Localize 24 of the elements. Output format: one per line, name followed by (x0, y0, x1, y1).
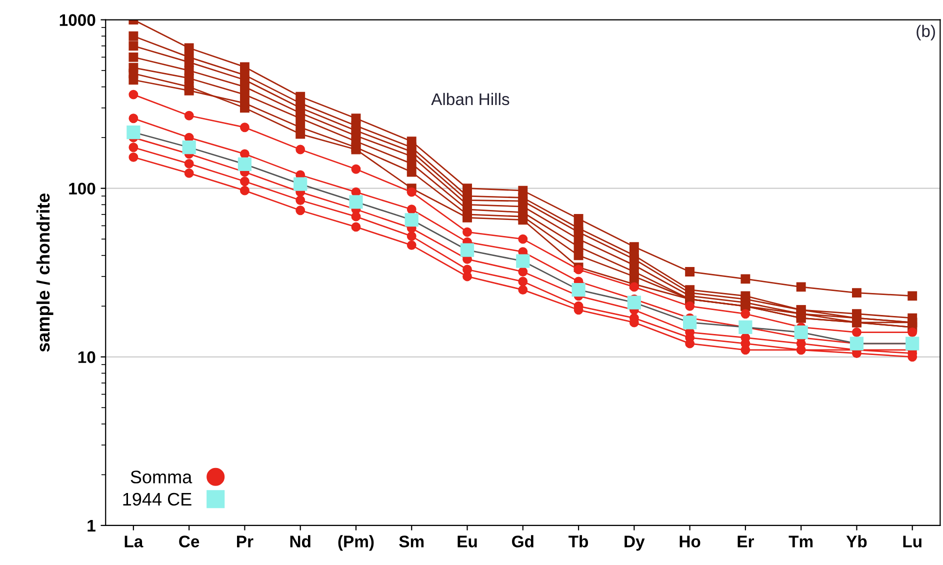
x-tick-label: Sm (399, 536, 424, 548)
legend-label: Somma (130, 470, 192, 484)
y-axis-title: sample / chondrite (36, 193, 54, 352)
x-tick-label: Lu (903, 536, 922, 548)
x-tick-label: Dy (624, 536, 645, 551)
x-tick-label: Eu (458, 536, 477, 548)
x-tick-label: Pr (237, 536, 254, 548)
x-tick-label: Gd (512, 535, 534, 548)
legend-label: 1944 CE (123, 492, 192, 506)
x-tick-label: Ho (680, 536, 700, 548)
y-tick-label: 1000 (60, 14, 96, 26)
annotation: Alban Hills (431, 92, 510, 106)
x-tick-label: Tb (568, 535, 588, 548)
x-tick-label: Yb (846, 535, 867, 548)
x-tick-label: Tm (788, 536, 813, 548)
x-tick-label: Nd (290, 535, 310, 548)
x-tick-label: La (124, 536, 144, 548)
x-tick-label: Er (738, 536, 754, 548)
x-tick-label: (Pm) (338, 535, 374, 551)
x-tick-label: Ce (179, 536, 200, 548)
y-tick-label: 10 (78, 351, 96, 364)
y-tick-label: 1 (88, 520, 96, 532)
y-tick-label: 100 (69, 182, 96, 195)
annotation: (b) (916, 24, 935, 40)
